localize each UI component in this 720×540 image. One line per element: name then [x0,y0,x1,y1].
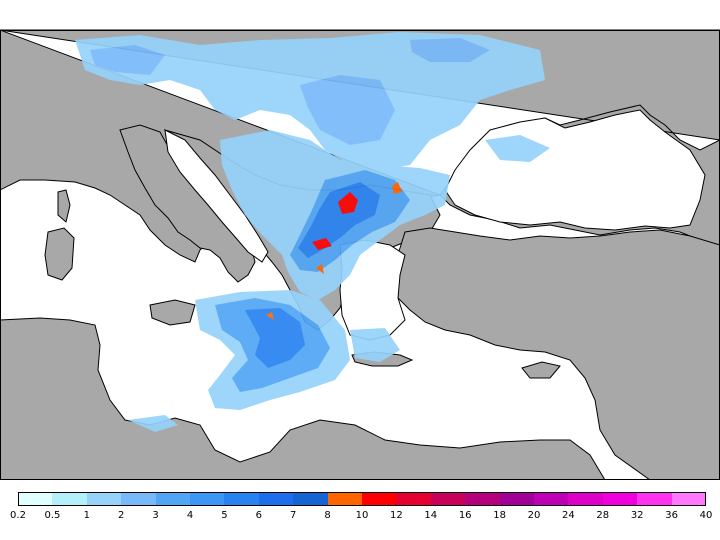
legend-tick-label: 4 [186,510,194,521]
legend-swatch [534,492,569,506]
legend-tick-label: 6 [255,510,262,521]
precip-core-4 [316,264,324,274]
land-sardinia [44,227,75,281]
land-north-africa [0,317,606,480]
precipitation-fields [75,32,550,432]
legend-swatch [362,492,397,506]
legend-swatch [258,492,294,506]
legend-tick-label: 3 [152,510,159,521]
precip-band-north-3 [300,75,395,145]
legend-tick-label: 12 [390,510,403,521]
legend-swatch [18,492,53,506]
land-cyprus [521,361,561,379]
aegean-sea [339,239,406,341]
precip-core-2 [312,238,332,250]
legend-tick-label: 40 [699,510,713,521]
precip-patch-aegean [350,328,400,362]
legend-swatch [465,492,501,506]
precip-patch-blacksea [485,135,550,162]
land-sicily [149,299,196,326]
legend-tick-label: 0.5 [44,510,61,521]
legend-tick-label: 18 [493,510,506,521]
legend-swatch [327,492,363,506]
adriatic-sea [164,129,269,263]
legend-swatch [121,492,157,506]
legend-tick-label: 36 [665,510,678,521]
legend-swatch [602,492,638,506]
precip-band-north-2 [90,45,165,75]
legend-tick-label: 5 [221,510,228,521]
legend-swatch [568,492,604,506]
precip-ionian-3 [245,308,305,368]
precip-balkans-3 [298,182,380,258]
legend-swatch [52,492,88,506]
legend-swatch [86,492,122,506]
legend-tick-label: 8 [324,510,331,521]
legend-tick-label: 20 [527,510,541,521]
legend-tick-label: 1 [83,510,90,521]
legend-swatch [430,492,466,506]
legend-tick-label: 10 [355,510,369,521]
legend-swatch [671,492,707,506]
precip-band-north-4 [410,38,490,62]
legend-swatch [190,492,225,506]
legend-tick-label: 0.2 [10,510,26,521]
precip-core-5 [266,312,274,320]
precip-patch-libya [128,415,178,432]
legend-swatch [293,492,329,506]
land-anatolia [391,227,720,480]
legend-tick-label: 24 [562,510,575,521]
legend-tick-label: 32 [630,510,644,521]
legend-swatch [155,492,191,506]
legend-tick-label: 16 [458,510,472,521]
precip-core-1 [338,192,358,214]
legend-tick-label: 14 [424,510,438,521]
precipitation-map [0,29,720,480]
legend-swatch [224,492,260,506]
land-corsica [57,189,71,223]
legend-tick-label: 2 [118,510,125,521]
legend-tick-label: 28 [596,510,610,521]
precip-core-3 [392,182,402,194]
precipitation-legend [18,492,707,506]
legend-swatch [396,492,432,506]
legend-tick-label: 7 [290,510,297,521]
legend-swatch [637,492,673,506]
legend-swatch [499,492,535,506]
